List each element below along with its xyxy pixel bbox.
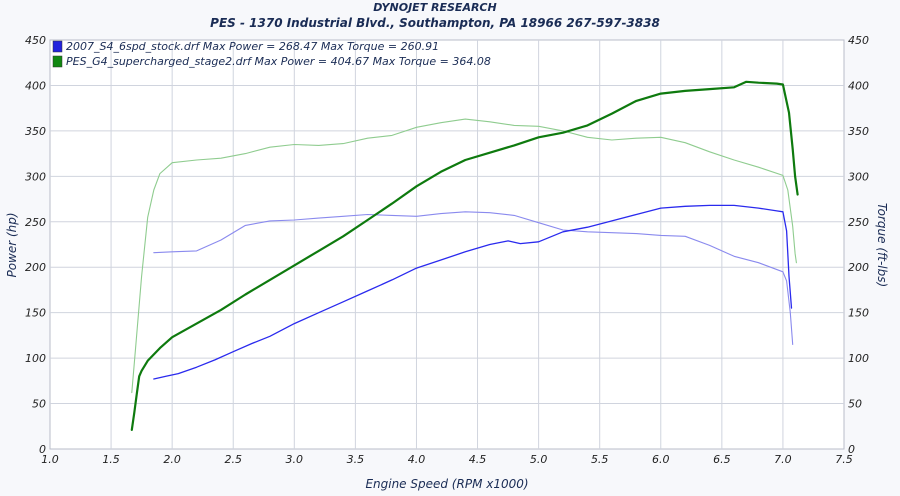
y-tick-label-left: 50 [32, 398, 46, 411]
y-tick-label-left: 200 [25, 261, 46, 274]
y-tick-label-right: 250 [848, 216, 869, 229]
y-tick-label-left: 400 [25, 79, 46, 92]
x-tick-label: 3.0 [286, 453, 304, 466]
y-tick-label-left: 0 [39, 443, 46, 456]
x-tick-label: 6.0 [652, 453, 670, 466]
legend: 2007_S4_6spd_stock.drf Max Power = 268.4… [52, 40, 491, 68]
x-tick-label: 1.0 [41, 453, 59, 466]
y-tick-label-right: 150 [848, 307, 869, 320]
y-tick-label-right: 50 [848, 398, 862, 411]
x-tick-label: 5.0 [530, 453, 548, 466]
chart-subtitle: PES - 1370 Industrial Blvd., Southampton… [210, 16, 660, 30]
x-tick-label: 4.5 [469, 453, 487, 466]
series-line-power [153, 204, 793, 380]
legend-label-supercharged: PES_G4_supercharged_stage2.drf Max Power… [66, 55, 491, 68]
legend-swatch-supercharged [52, 55, 63, 68]
x-tick-label: 2.0 [163, 453, 181, 466]
y-tick-label-right: 450 [848, 34, 869, 47]
series-line-torque [131, 118, 797, 394]
series-line-power [130, 80, 799, 431]
tick-labels: 1.0 1.5 2.0 2.5 3.0 3.5 4.0 4.5 5.0 5.5 6.0 6.5 7.0 7… [25, 34, 869, 466]
x-tick-label: 1.5 [102, 453, 120, 466]
y-tick-label-right: 300 [848, 170, 869, 183]
grid [50, 40, 844, 449]
y-tick-label-right: 0 [848, 443, 855, 456]
y-tick-label-left: 100 [25, 352, 46, 365]
y-tick-label-left: 450 [25, 34, 46, 47]
y-axis-right-label: Torque (ft-lbs) [875, 203, 889, 287]
plot-area [49, 39, 845, 450]
legend-swatch-stock [52, 40, 63, 53]
x-tick-label: 3.5 [347, 453, 365, 466]
series-layer [130, 80, 799, 431]
x-tick-label: 7.0 [774, 453, 792, 466]
x-tick-label: 6.5 [713, 453, 731, 466]
y-tick-label-left: 350 [25, 125, 46, 138]
legend-label-stock: 2007_S4_6spd_stock.drf Max Power = 268.4… [66, 40, 439, 53]
series-line-torque [153, 211, 794, 346]
y-tick-label-left: 250 [25, 216, 46, 229]
y-tick-label-right: 200 [848, 261, 869, 274]
y-axis-left-label: Power (hp) [5, 212, 19, 277]
y-tick-label-right: 350 [848, 125, 869, 138]
x-tick-label: 4.0 [408, 453, 426, 466]
x-tick-label: 7.5 [835, 453, 853, 466]
y-tick-label-right: 400 [848, 79, 869, 92]
y-tick-label-right: 100 [848, 352, 869, 365]
y-tick-label-left: 150 [25, 307, 46, 320]
x-tick-label: 2.5 [224, 453, 242, 466]
y-tick-label-left: 300 [25, 170, 46, 183]
x-tick-label: 5.5 [591, 453, 609, 466]
x-axis-label: Engine Speed (RPM x1000) [365, 477, 528, 491]
chart-title: DYNOJET RESEARCH [373, 1, 496, 14]
